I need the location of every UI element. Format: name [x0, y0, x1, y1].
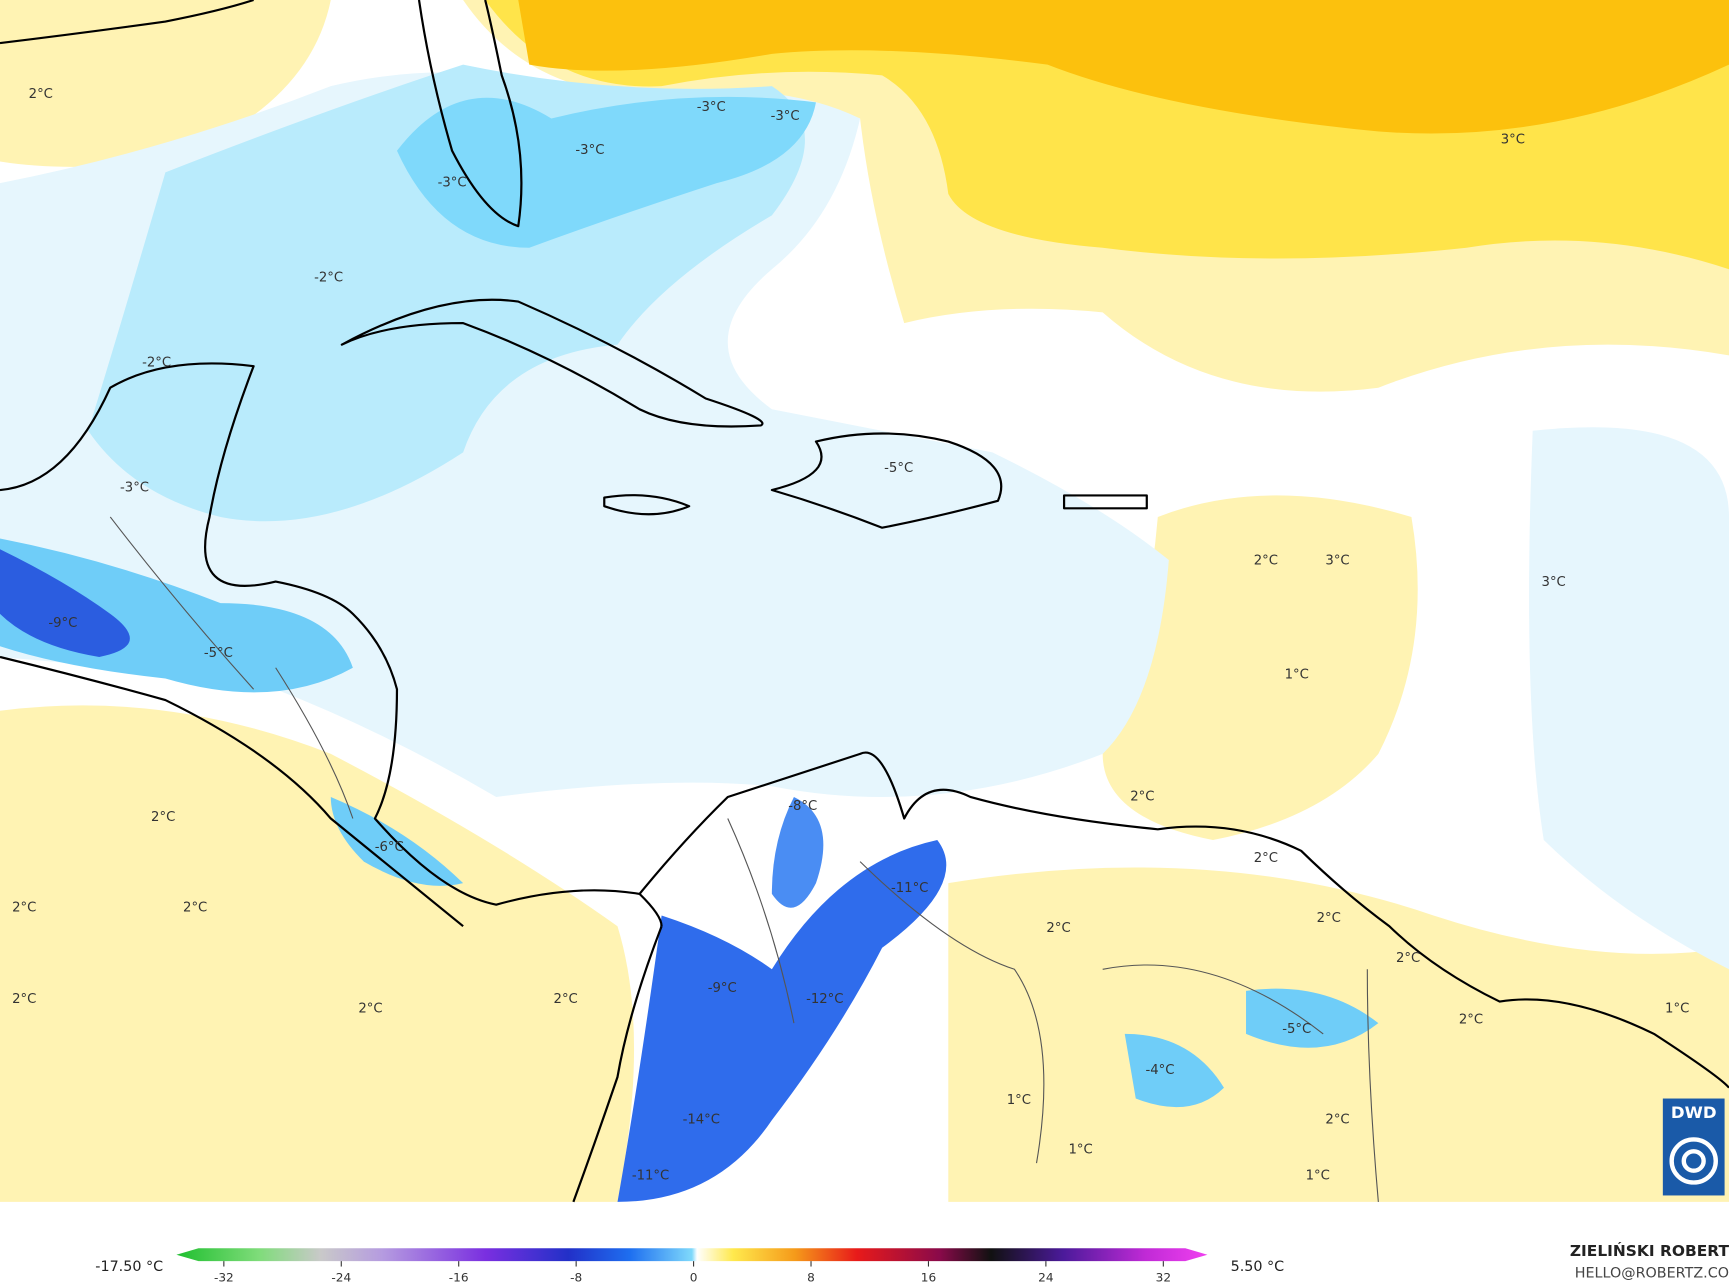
coastline [340, 298, 764, 428]
coastline [0, 655, 464, 928]
coastline [0, 362, 663, 927]
temperature-label: 3°C [1501, 133, 1525, 148]
temperature-label: -4°C [1146, 1063, 1175, 1078]
temperature-label: 2°C [1130, 790, 1154, 805]
temperature-label: 2°C [1325, 1113, 1349, 1128]
colorbar-bar [176, 1248, 1208, 1262]
coastline [417, 0, 523, 228]
logo-swirl [1669, 1137, 1718, 1185]
colorbar: -17.50 °C 5.50 °C ZIELIŃSKI ROBERT HELLO… [95, 1241, 1729, 1285]
cold-area [0, 549, 130, 657]
cool-area [1124, 1033, 1224, 1108]
cool-area [396, 96, 816, 248]
warm-area [1102, 495, 1418, 841]
colorbar-tick-label: -16 [449, 1271, 469, 1285]
border [109, 516, 1379, 1202]
colorbar-tick-label: 8 [807, 1271, 815, 1285]
logo-text: DWD [1671, 1103, 1717, 1122]
temperature-label: -3°C [575, 143, 604, 158]
temperature-label: 3°C [1325, 554, 1349, 569]
temperature-label: 2°C [358, 1002, 382, 1017]
temperature-label: 2°C [29, 87, 53, 102]
temperature-label: -5°C [204, 646, 233, 661]
colorbar-tick-label: -32 [214, 1271, 234, 1285]
logo: DWD [1662, 1098, 1725, 1196]
temperature-label: -12°C [806, 992, 843, 1007]
cold-area [771, 796, 824, 908]
temperature-label: -2°C [314, 270, 343, 285]
coastline [770, 432, 1003, 529]
temperature-label: 2°C [554, 992, 578, 1007]
temperature-label: -6°C [375, 840, 404, 855]
cold-area [617, 840, 947, 1202]
temperature-label: -9°C [48, 616, 77, 631]
temperature-label: -3°C [438, 176, 467, 191]
temperature-label: 3°C [1542, 575, 1566, 590]
temperature-label: -11°C [632, 1169, 669, 1184]
coastline [603, 494, 691, 516]
colorbar-tick-label: 32 [1156, 1271, 1171, 1285]
temperature-label: 2°C [1046, 921, 1070, 936]
logo-swirl [1681, 1149, 1706, 1173]
map-labels: 2°C -3°C -3°C -3°C -3°C 3°C -2°C -2°C -3°C -5°C 2°… [12, 87, 1689, 1183]
temperature-label: -3°C [697, 100, 726, 115]
temperature-label: -8°C [788, 799, 817, 814]
temperature-label: 2°C [1396, 951, 1420, 966]
temperature-label: 1°C [1285, 668, 1309, 683]
temperature-label: 1°C [1306, 1169, 1330, 1184]
temperature-label: 2°C [183, 900, 207, 915]
temperature-label: -5°C [1282, 1022, 1311, 1037]
colorbar-tick-label: 24 [1038, 1271, 1053, 1285]
temperature-label: 2°C [1254, 851, 1278, 866]
temperature-label: -3°C [120, 480, 149, 495]
temperature-label: 1°C [1069, 1143, 1093, 1158]
temperature-label: 2°C [12, 992, 36, 1007]
temperature-label: 2°C [151, 810, 175, 825]
temperature-label: -3°C [771, 109, 800, 124]
credit-contact: HELLO@ROBERTZ.CO [1575, 1265, 1729, 1281]
coastline [638, 751, 1729, 1089]
warm-area [0, 0, 331, 167]
colorbar-tick-label: -24 [331, 1271, 351, 1285]
cool-area [1529, 427, 1729, 970]
temperature-label: 1°C [1665, 1002, 1689, 1017]
colorbar-min: -17.50 °C [95, 1259, 163, 1275]
temperature-label: 1°C [1007, 1093, 1031, 1108]
temperature-label: 2°C [1254, 554, 1278, 569]
temperature-label: -2°C [142, 356, 171, 371]
temperature-label: -11°C [891, 881, 928, 896]
temperature-label: -9°C [708, 981, 737, 996]
coastline [1062, 494, 1148, 510]
coastline [572, 925, 663, 1203]
temperature-label: 2°C [1459, 1012, 1483, 1027]
coastline [0, 0, 254, 45]
temperature-label: 2°C [1317, 911, 1341, 926]
temperature-label: 2°C [12, 900, 36, 915]
colorbar-max: 5.50 °C [1231, 1259, 1285, 1275]
temperature-label: -14°C [683, 1113, 720, 1128]
temperature-label: -5°C [884, 461, 913, 476]
map [0, 0, 1729, 1203]
credit-author: ZIELIŃSKI ROBERT [1570, 1241, 1729, 1260]
colorbar-tick-label: -8 [570, 1271, 582, 1285]
colorbar-tick-label: 16 [921, 1271, 936, 1285]
logo-box [1662, 1098, 1725, 1196]
warm-area [0, 705, 635, 1202]
warm-area [518, 0, 1729, 134]
colorbar-tick-label: 0 [690, 1271, 698, 1285]
